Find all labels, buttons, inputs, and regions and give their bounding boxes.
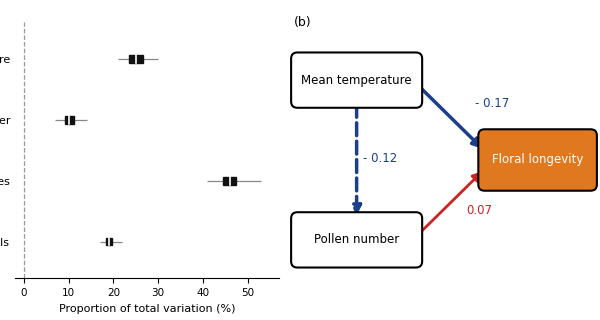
Bar [65, 116, 74, 124]
X-axis label: Proportion of total variation (%): Proportion of total variation (%) [59, 304, 235, 314]
Text: 0.07: 0.07 [466, 204, 492, 217]
FancyBboxPatch shape [291, 52, 422, 108]
Bar [223, 177, 236, 185]
Text: Mean temperature: Mean temperature [301, 74, 412, 87]
Text: (b): (b) [294, 16, 312, 28]
Bar [106, 238, 112, 245]
FancyBboxPatch shape [291, 212, 422, 268]
Text: - 0.12: - 0.12 [363, 152, 397, 165]
FancyBboxPatch shape [478, 129, 597, 191]
Bar [129, 55, 143, 63]
Text: Floral longevity: Floral longevity [492, 154, 583, 166]
Text: - 0.17: - 0.17 [475, 97, 509, 110]
Text: Pollen number: Pollen number [314, 233, 399, 246]
